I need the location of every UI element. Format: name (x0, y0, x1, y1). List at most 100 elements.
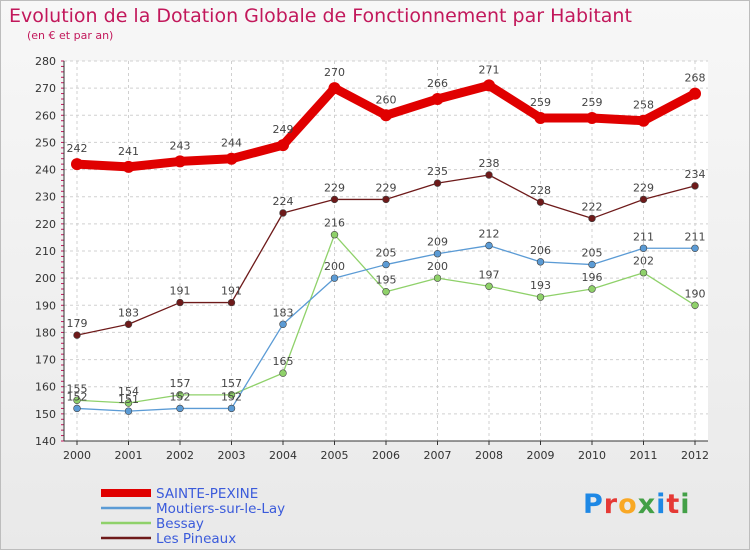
point-moutiers-sur-le-lay (279, 320, 287, 328)
x-tick-label-2005: 2005 (321, 449, 349, 462)
point-bessay (536, 293, 545, 301)
point-les pineaux (124, 320, 133, 328)
data-label-sainte-pexine: 242 (67, 142, 88, 155)
legend-label-moutiers-sur-le-lay: Moutiers-sur-le-Lay (156, 501, 285, 517)
point-moutiers-sur-le-lay (382, 260, 390, 269)
logo-letter: r (603, 489, 619, 520)
point-bessay (382, 288, 390, 296)
x-tick-label-2010: 2010 (578, 449, 606, 462)
data-label-moutiers-sur-le-lay: 152 (170, 390, 191, 403)
point-bessay (227, 391, 236, 399)
x-tick-label-2007: 2007 (424, 449, 452, 462)
data-label-bessay: 195 (376, 274, 397, 287)
y-tick-label-230: 230 (35, 191, 56, 204)
x-tick-label-2012: 2012 (681, 449, 709, 462)
data-label-moutiers-sur-le-lay: 212 (479, 228, 500, 241)
point-les pineaux (73, 331, 81, 339)
data-label-sainte-pexine: 270 (324, 66, 345, 79)
point-bessay (279, 369, 287, 377)
data-label-bessay: 202 (633, 255, 654, 268)
point-les pineaux (279, 209, 287, 217)
data-label-les pineaux: 234 (685, 168, 706, 181)
data-label-les pineaux: 183 (118, 306, 139, 319)
point-sainte-pexine (483, 79, 495, 92)
data-label-bessay: 193 (530, 279, 551, 292)
data-label-bessay: 196 (582, 271, 603, 284)
x-tick-label-2006: 2006 (372, 449, 400, 462)
data-label-les pineaux: 229 (324, 181, 345, 194)
point-les pineaux (588, 214, 596, 223)
point-bessay (691, 301, 699, 309)
data-label-moutiers-sur-le-lay: 151 (118, 393, 139, 406)
point-moutiers-sur-le-lay (485, 241, 493, 250)
data-label-moutiers-sur-le-lay: 200 (324, 260, 345, 273)
data-label-les pineaux: 229 (376, 181, 397, 194)
data-label-les pineaux: 179 (67, 317, 88, 330)
data-label-moutiers-sur-le-lay: 209 (427, 236, 448, 249)
data-label-bessay: 200 (427, 260, 448, 273)
point-moutiers-sur-le-lay (124, 407, 133, 415)
y-tick-label-150: 150 (35, 408, 56, 421)
point-moutiers-sur-le-lay (691, 244, 699, 252)
point-les pineaux (176, 298, 184, 307)
point-bessay (639, 269, 648, 277)
data-label-moutiers-sur-le-lay: 205 (582, 247, 603, 260)
point-sainte-pexine (380, 109, 392, 122)
data-label-sainte-pexine: 249 (273, 123, 294, 136)
y-tick-label-180: 180 (35, 326, 56, 339)
point-sainte-pexine (225, 152, 238, 165)
point-sainte-pexine (328, 82, 341, 95)
data-label-moutiers-sur-le-lay: 183 (273, 306, 294, 319)
point-moutiers-sur-le-lay (433, 250, 442, 258)
point-sainte-pexine (277, 139, 289, 152)
point-sainte-pexine (534, 112, 547, 124)
point-les pineaux (433, 179, 442, 187)
data-label-bessay: 165 (273, 355, 294, 368)
point-moutiers-sur-le-lay (176, 404, 184, 413)
x-tick-label-2003: 2003 (218, 449, 246, 462)
point-bessay (588, 285, 596, 293)
x-tick-label-2002: 2002 (166, 449, 194, 462)
data-label-bessay: 157 (170, 377, 191, 390)
point-moutiers-sur-le-lay (536, 258, 545, 266)
data-label-moutiers-sur-le-lay: 211 (685, 230, 706, 243)
legend-label-bessay: Bessay (156, 516, 204, 532)
data-label-sainte-pexine: 259 (530, 96, 551, 109)
point-sainte-pexine (174, 155, 186, 168)
data-label-bessay: 190 (685, 287, 706, 300)
point-moutiers-sur-le-lay (588, 260, 596, 269)
data-label-les pineaux: 235 (427, 165, 448, 178)
y-tick-label-280: 280 (35, 55, 56, 68)
point-bessay (485, 282, 493, 290)
data-label-bessay: 154 (118, 385, 139, 398)
logo-letter: i (680, 489, 691, 520)
data-label-sainte-pexine: 271 (479, 63, 500, 76)
data-label-moutiers-sur-le-lay: 205 (376, 247, 397, 260)
data-label-moutiers-sur-le-lay: 152 (221, 390, 242, 403)
legend-label-sainte-pexine: SAINTE-PEXINE (156, 486, 258, 502)
y-tick-label-260: 260 (35, 109, 56, 122)
data-label-les pineaux: 191 (170, 285, 191, 298)
logo-letter: i (656, 489, 667, 520)
x-tick-label-2011: 2011 (630, 449, 658, 462)
point-les pineaux (227, 298, 236, 307)
logo-letter: o (618, 489, 638, 520)
data-label-moutiers-sur-le-lay: 152 (67, 390, 88, 403)
point-sainte-pexine (71, 158, 83, 171)
data-label-les pineaux: 228 (530, 184, 551, 197)
x-tick-label-2000: 2000 (63, 449, 91, 462)
point-moutiers-sur-le-lay (73, 404, 81, 413)
point-bessay (73, 396, 81, 404)
point-les pineaux (382, 195, 390, 204)
y-tick-label-140: 140 (35, 435, 56, 448)
proxiti-logo: Proxiti (583, 489, 691, 520)
y-tick-label-170: 170 (35, 354, 56, 367)
y-tick-label-160: 160 (35, 381, 56, 394)
point-moutiers-sur-le-lay (330, 274, 339, 282)
point-les pineaux (639, 195, 648, 204)
data-label-bessay: 157 (221, 377, 242, 390)
point-bessay (124, 399, 133, 407)
data-label-bessay: 197 (479, 268, 500, 281)
